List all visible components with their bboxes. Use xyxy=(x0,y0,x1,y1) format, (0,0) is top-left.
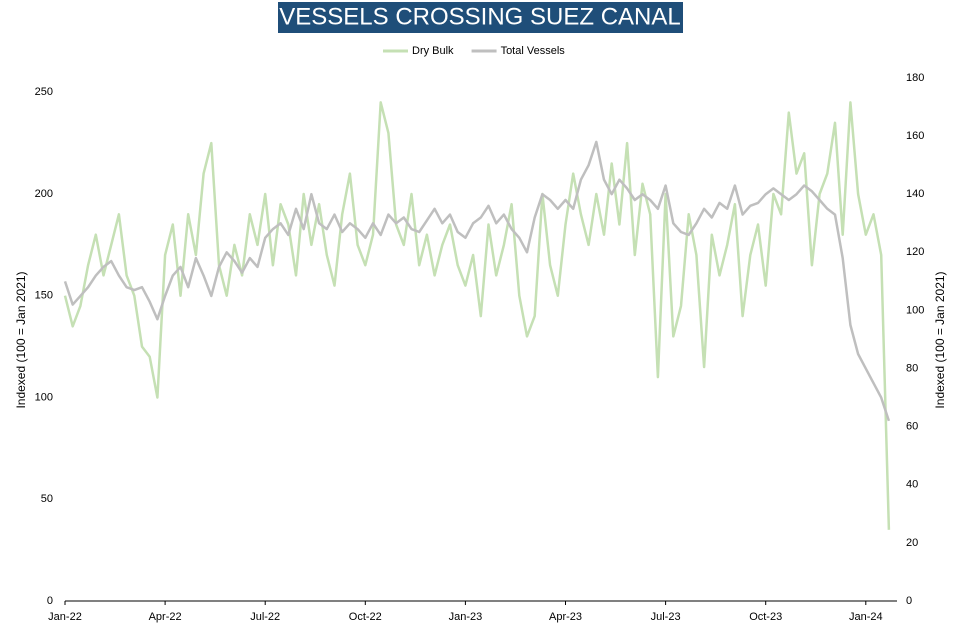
y2-tick-label: 140 xyxy=(906,188,924,200)
series-line xyxy=(63,140,891,422)
x-tick-label: Jul-23 xyxy=(651,611,681,623)
x-tick-label: Jul-22 xyxy=(250,611,280,623)
title-box xyxy=(278,2,683,33)
y2-tick-label: 60 xyxy=(906,421,918,433)
legend-label: Dry Bulk xyxy=(412,45,454,57)
x-tick-label: Jan-24 xyxy=(849,611,883,623)
series-line xyxy=(63,101,891,530)
y-tick-label: 50 xyxy=(41,493,53,505)
x-tick-label: Apr-22 xyxy=(149,611,182,623)
x-tick-label: Jan-22 xyxy=(48,611,82,623)
y2-tick-label: 160 xyxy=(906,130,924,142)
y-tick-label: 150 xyxy=(35,290,53,302)
legend-label: Total Vessels xyxy=(501,45,566,57)
x-tick-label: Jan-23 xyxy=(449,611,483,623)
y2-tick-label: 40 xyxy=(906,479,918,491)
y2-tick-label: 100 xyxy=(906,304,924,316)
y2-tick-label: 0 xyxy=(906,595,912,607)
y2-tick-label: 120 xyxy=(906,246,924,258)
y-tick-label: 200 xyxy=(35,188,53,200)
x-tick-label: Apr-23 xyxy=(549,611,582,623)
y2-tick-label: 80 xyxy=(906,362,918,374)
y2-tick-label: 20 xyxy=(906,537,918,549)
x-tick-label: Oct-23 xyxy=(749,611,782,623)
y-tick-label: 250 xyxy=(35,86,53,98)
y-tick-label: 0 xyxy=(47,595,53,607)
x-tick-label: Oct-22 xyxy=(349,611,382,623)
y2-axis-title: Indexed (100 = Jan 2021) xyxy=(933,271,947,408)
y2-tick-label: 180 xyxy=(906,72,924,84)
y-tick-label: 100 xyxy=(35,391,53,403)
chart-title: VESSELS CROSSING SUEZ CANAL xyxy=(279,3,680,30)
y-axis-title: Indexed (100 = Jan 2021) xyxy=(14,271,28,408)
